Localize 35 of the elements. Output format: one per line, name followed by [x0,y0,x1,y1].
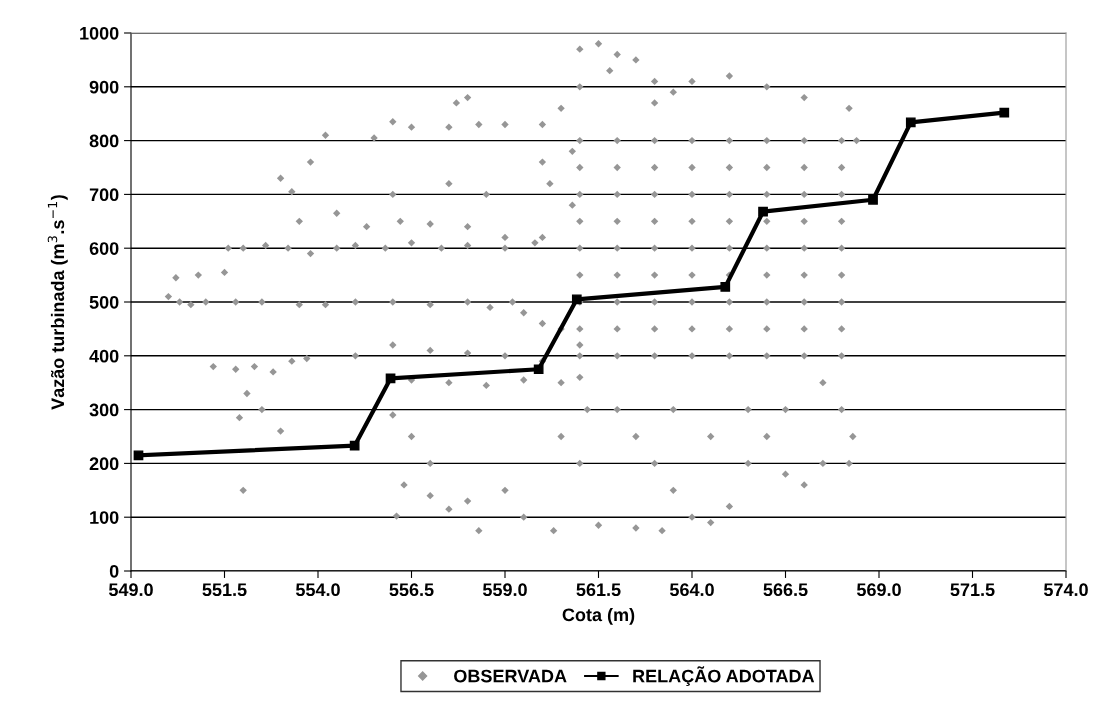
y-tick-label: 600 [89,242,119,255]
x-axis-title: Cota (m) [562,607,635,625]
x-tick-label: 549.0 [108,583,153,597]
x-tick-label: 571.5 [950,583,995,597]
y-tick-label: 300 [89,403,119,417]
y-axis-title: Vazão turbinada (m$^{3}$.s$^{−1}$) [47,195,68,410]
point [905,117,916,128]
x-tick-label: 561.5 [576,583,621,597]
x-tick-label: 569.0 [856,583,901,597]
x-tick-label: 554.0 [295,583,340,597]
x-tick-label: 559.0 [482,583,527,597]
legend-label: OBSERVADA [454,669,567,683]
point [533,364,544,375]
x-tick-label: 556.5 [389,583,434,597]
y-tick-label: 900 [89,80,119,94]
point [133,450,144,461]
x-tick-label: 566.5 [763,583,808,597]
y-tick-label: 500 [89,295,119,309]
y-tick-label: 400 [89,349,119,363]
y-tick-label: 700 [89,188,119,202]
x-tick-label: 551.5 [202,583,247,597]
y-tick-label: 200 [89,457,119,471]
point [571,294,582,305]
point [349,440,360,451]
legend-label: RELAÇÃO ADOTADA [633,666,815,687]
point [758,206,768,217]
y-tick-label: 0 [109,564,119,578]
x-tick-label: 564.0 [669,583,714,597]
x-tick-label: 574.0 [1043,583,1088,597]
point [720,282,731,292]
y-tick-label: 800 [89,134,119,148]
point [868,194,878,205]
point [999,107,1010,118]
y-tick-label: 100 [90,511,119,524]
y-tick-label: 1000 [80,26,119,40]
